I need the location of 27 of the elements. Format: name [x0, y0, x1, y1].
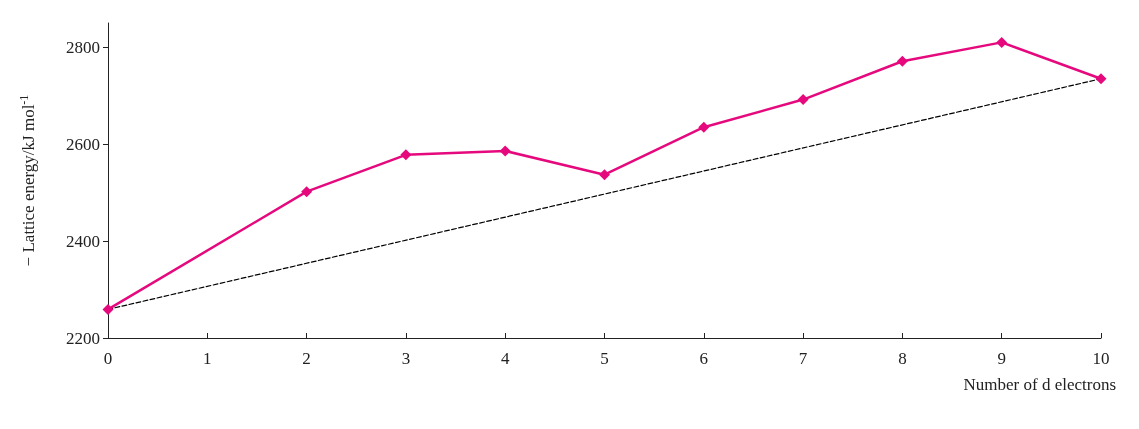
point [698, 121, 710, 133]
x-tick-label: 1 [203, 349, 212, 368]
x-tick-label: 6 [699, 349, 709, 368]
point [996, 36, 1008, 48]
x-tick-label: 9 [997, 349, 1006, 368]
point [301, 186, 313, 198]
point [102, 303, 114, 315]
x-tick-label: 5 [600, 349, 609, 368]
x-axis-title: Number of d electrons [963, 375, 1116, 394]
x-tick-label: 3 [401, 349, 411, 368]
point [400, 149, 412, 161]
x-tick-label: 4 [500, 349, 510, 368]
point [896, 55, 908, 67]
y-tick-label: 2600 [66, 134, 100, 154]
point [599, 169, 610, 181]
point [499, 145, 511, 157]
y-tick-label: 2800 [66, 37, 100, 57]
point [797, 94, 809, 106]
y-tick-label: 2200 [66, 328, 100, 348]
point [1095, 73, 1107, 85]
y-tick-label: 2400 [66, 231, 100, 251]
x-tick-label: 2 [302, 349, 311, 368]
x-tick-label: 10 [1092, 349, 1110, 368]
y-axis-title: − Lattice energy/kJ mol-1 [17, 94, 38, 267]
x-tick-label: 8 [898, 349, 907, 368]
x-tick-label: 7 [798, 349, 808, 368]
x-tick-label: 0 [103, 349, 113, 368]
